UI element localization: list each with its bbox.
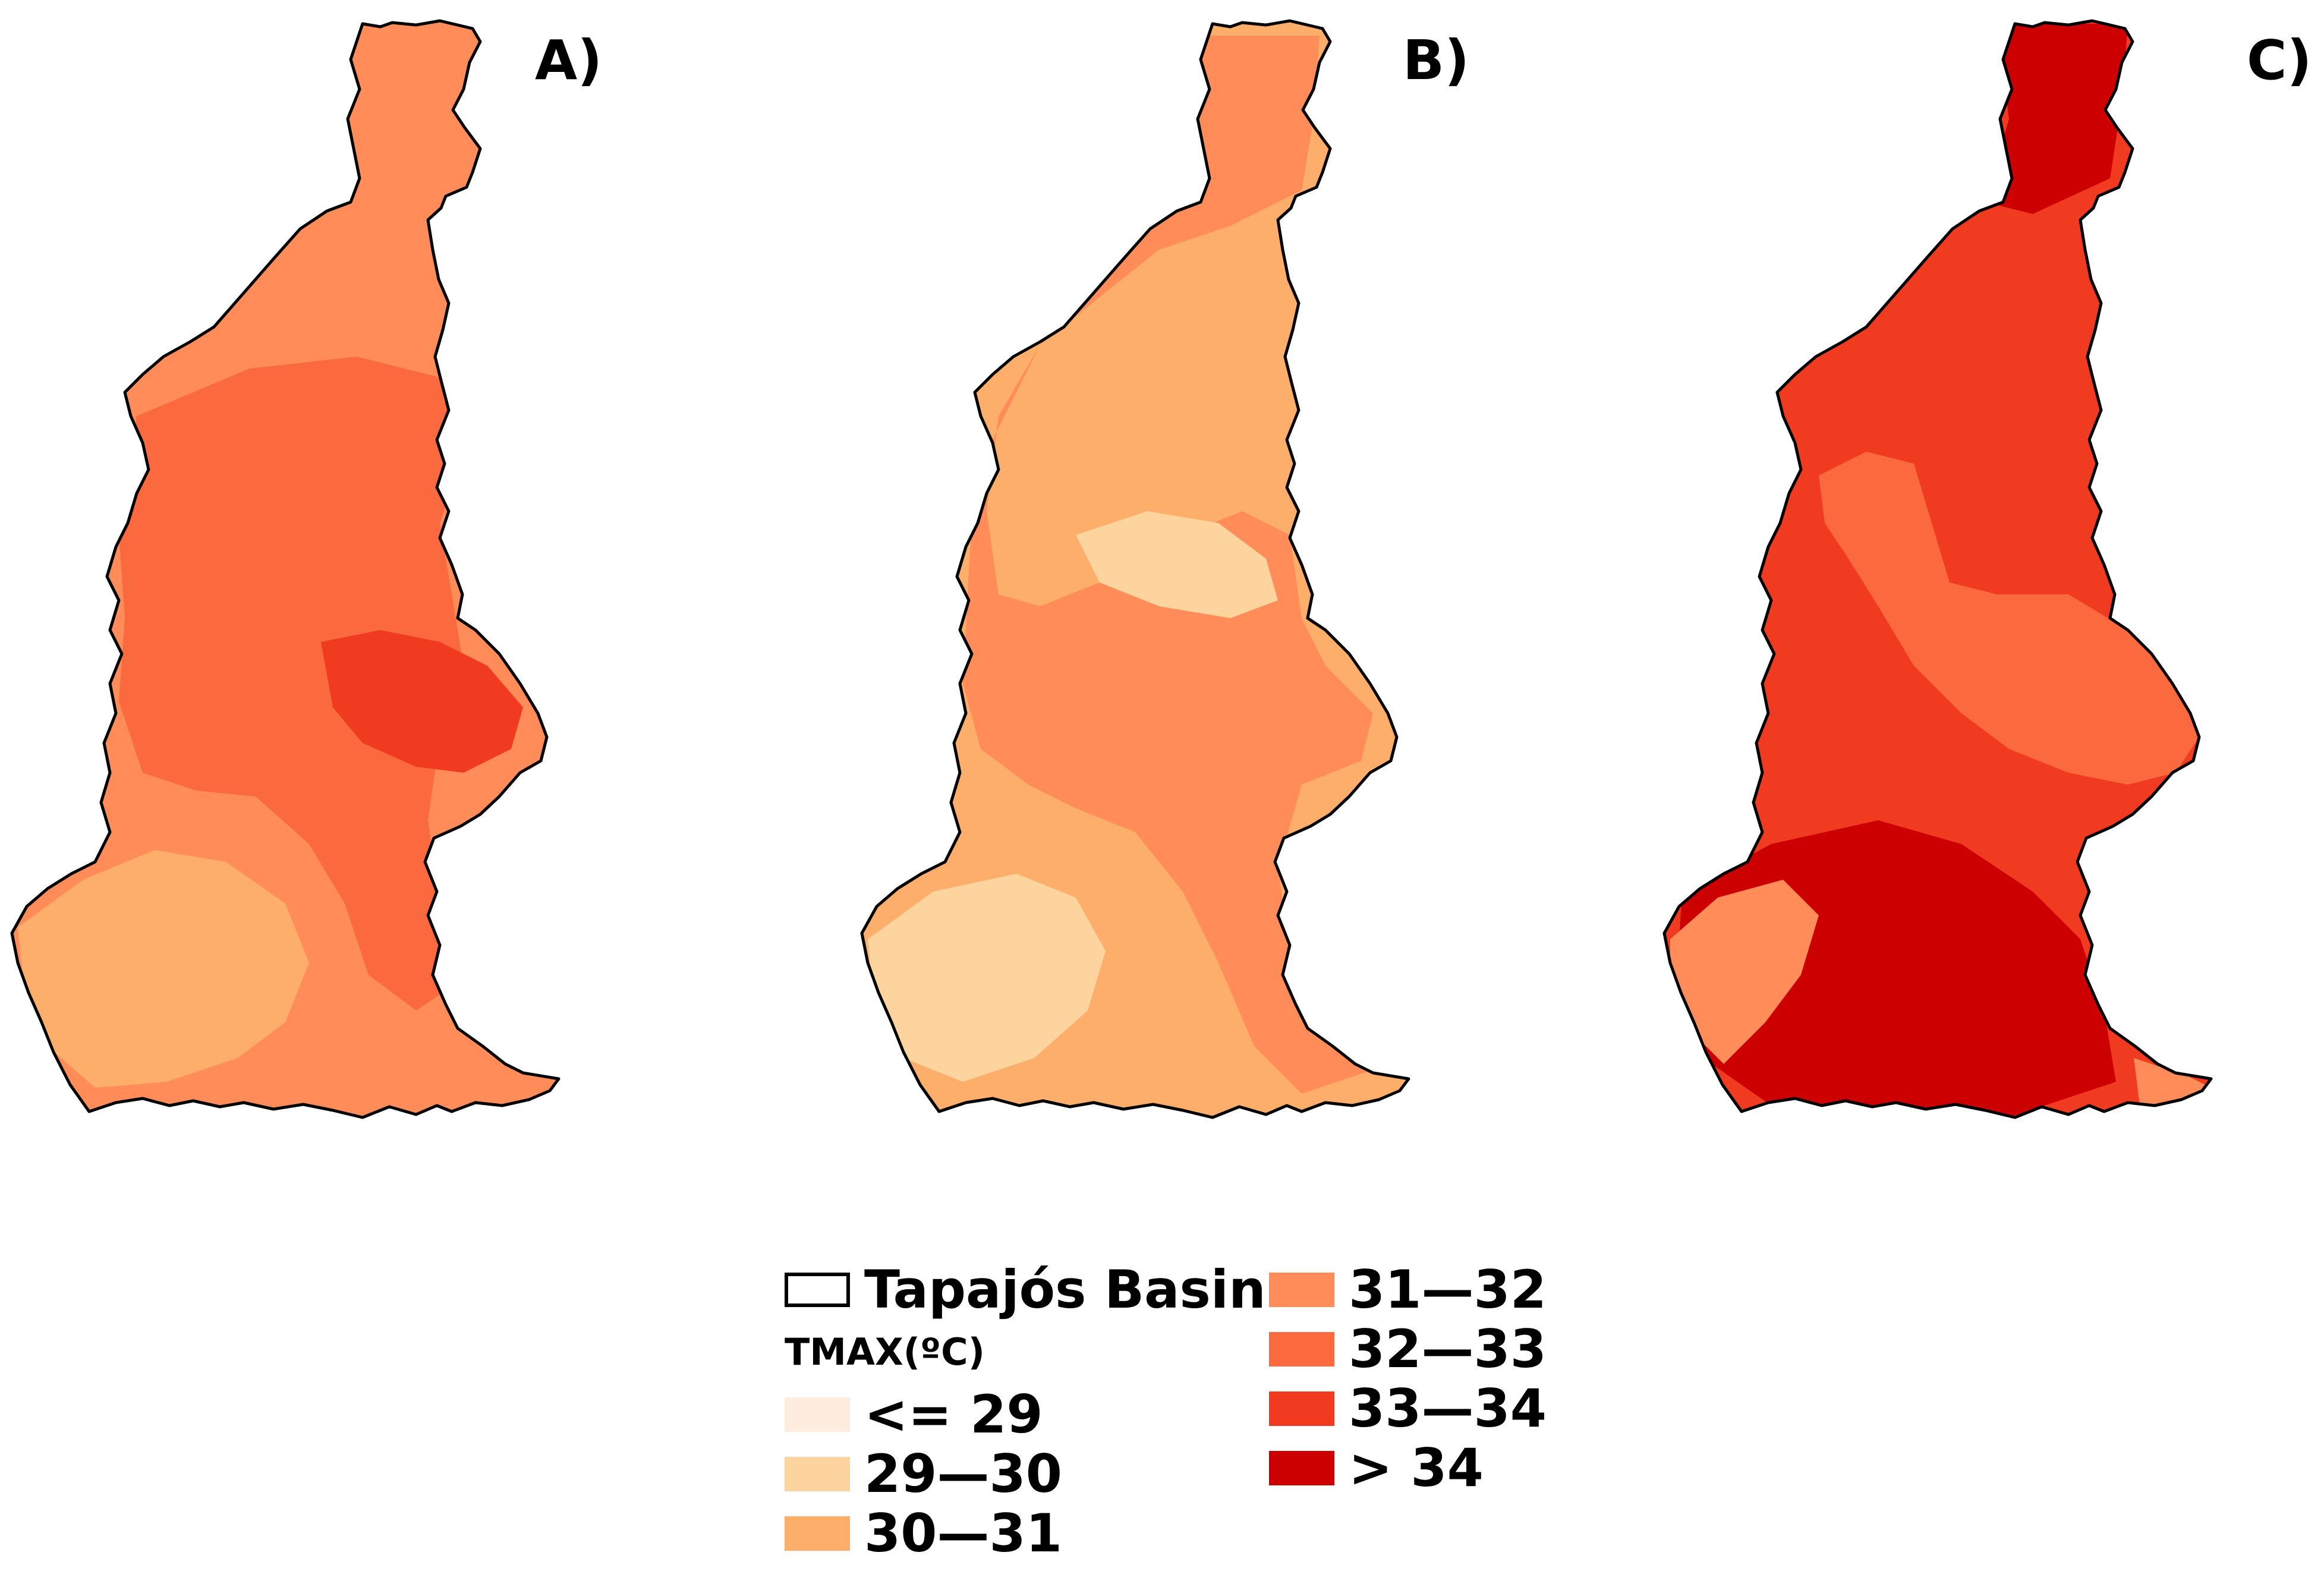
legend-swatch [785, 1457, 850, 1491]
legend-class-label: 33—34 [1349, 1378, 1547, 1439]
map-panel-b: B) [850, 0, 1624, 1165]
legend-class-label: 31—32 [1349, 1259, 1547, 1320]
basin-map-a [10, 19, 560, 1119]
temperature-zone [321, 630, 523, 773]
legend-swatch [785, 1516, 850, 1551]
legend-basin-entry: Tapajós Basin [785, 1260, 1266, 1320]
basin-outline-swatch [785, 1273, 850, 1307]
map-panel-a: A) [0, 0, 774, 1165]
legend-class-entry: <= 29 [785, 1385, 1266, 1444]
temperature-zone [1819, 452, 2199, 785]
legend-swatch [1269, 1451, 1334, 1485]
temperature-zone [868, 874, 1106, 1082]
legend-class-entry: > 34 [1269, 1438, 1547, 1498]
legend-class-entry: 30—31 [785, 1504, 1266, 1563]
basin-outline-a [10, 19, 560, 1119]
legend-swatch [1269, 1391, 1334, 1426]
legend-class-label: 32—33 [1349, 1318, 1547, 1380]
temperature-zones-c [1670, 24, 2211, 1117]
legend-column-left: Tapajós Basin TMAX(ºC) <= 29 29—30 30—31 [785, 1260, 1266, 1563]
basin-map-b [860, 19, 1410, 1119]
legend-swatch [1269, 1273, 1334, 1307]
temperature-zone [119, 357, 464, 1010]
legend-class-label: 29—30 [864, 1443, 1062, 1504]
map-panel-c: C) [1652, 0, 2324, 1165]
temperature-zone [18, 850, 309, 1088]
legend-swatch [785, 1397, 850, 1432]
basin-map-c [1662, 19, 2213, 1119]
temperature-zones-a [18, 357, 523, 1088]
temperature-zone [1670, 880, 2211, 1106]
temperature-zone [1676, 24, 2128, 1117]
legend-subtitle: TMAX(ºC) [785, 1330, 985, 1374]
legend-class-entry: 33—34 [1269, 1379, 1547, 1438]
basin-outline-c [1662, 19, 2213, 1119]
panel-label-b: B) [1403, 29, 1470, 92]
panel-label-a: A) [535, 29, 603, 92]
legend-class-entry: 32—33 [1269, 1320, 1547, 1379]
legend-class-entry: 31—32 [1269, 1260, 1547, 1320]
legend-class-label: > 34 [1349, 1437, 1484, 1498]
legend-basin-label: Tapajós Basin [864, 1259, 1266, 1320]
legend-class-label: 30—31 [864, 1503, 1062, 1564]
legend-column-right: 31—32 32—33 33—34 > 34 [1269, 1260, 1547, 1498]
basin-outline-b [860, 19, 1410, 1119]
temperature-zone [1076, 511, 1278, 618]
map-legend: Tapajós Basin TMAX(ºC) <= 29 29—30 30—31… [785, 1260, 1557, 1581]
panel-label-c: C) [2247, 29, 2312, 92]
legend-class-label: <= 29 [864, 1384, 1043, 1445]
legend-swatch [1269, 1332, 1334, 1367]
legend-class-entry: 29—30 [785, 1444, 1266, 1504]
